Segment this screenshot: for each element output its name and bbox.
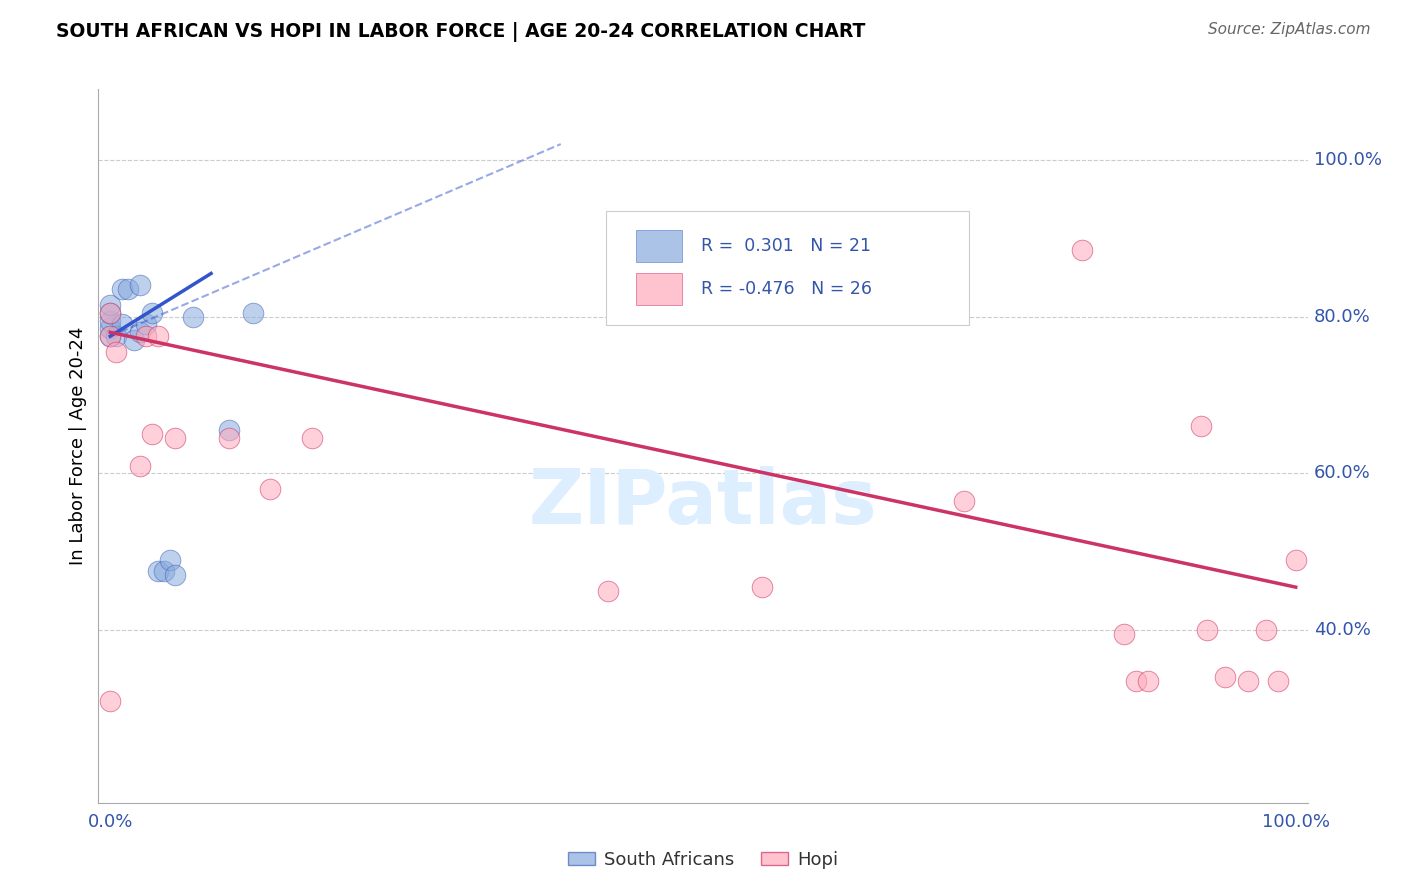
- FancyBboxPatch shape: [637, 273, 682, 305]
- Point: [111, 318, 134, 332]
- Point: [117, 282, 139, 296]
- Point: [98, 329, 121, 343]
- Point: [218, 431, 240, 445]
- Point: [141, 306, 163, 320]
- Legend: South Africans, Hopi: South Africans, Hopi: [561, 844, 845, 876]
- FancyBboxPatch shape: [637, 230, 682, 262]
- Point: [105, 345, 128, 359]
- Text: SOUTH AFRICAN VS HOPI IN LABOR FORCE | AGE 20-24 CORRELATION CHART: SOUTH AFRICAN VS HOPI IN LABOR FORCE | A…: [56, 22, 866, 42]
- Point: [1285, 552, 1308, 566]
- Point: [129, 458, 152, 473]
- Point: [1213, 670, 1236, 684]
- Point: [135, 329, 157, 343]
- Point: [105, 329, 128, 343]
- Point: [301, 431, 323, 445]
- Point: [98, 329, 121, 343]
- Point: [98, 298, 121, 312]
- Point: [259, 482, 281, 496]
- Point: [1195, 624, 1218, 638]
- Point: [1254, 624, 1277, 638]
- Point: [1071, 243, 1094, 257]
- Point: [98, 306, 121, 320]
- Point: [1125, 674, 1147, 689]
- Text: 60.0%: 60.0%: [1313, 465, 1371, 483]
- Point: [146, 565, 169, 579]
- Point: [98, 313, 121, 327]
- Point: [1237, 674, 1260, 689]
- Point: [598, 584, 620, 599]
- Point: [159, 552, 181, 566]
- Point: [1267, 674, 1289, 689]
- Text: 100.0%: 100.0%: [1313, 151, 1382, 169]
- Point: [98, 694, 121, 708]
- Point: [129, 326, 152, 340]
- Point: [135, 318, 157, 332]
- Point: [242, 306, 264, 320]
- Text: R =  0.301   N = 21: R = 0.301 N = 21: [700, 237, 870, 255]
- Y-axis label: In Labor Force | Age 20-24: In Labor Force | Age 20-24: [69, 326, 87, 566]
- Point: [952, 494, 974, 508]
- Text: Source: ZipAtlas.com: Source: ZipAtlas.com: [1208, 22, 1371, 37]
- Point: [1112, 627, 1135, 641]
- Point: [165, 431, 187, 445]
- Text: R = -0.476   N = 26: R = -0.476 N = 26: [700, 280, 872, 298]
- Point: [152, 565, 174, 579]
- Point: [181, 310, 204, 324]
- FancyBboxPatch shape: [606, 211, 969, 325]
- Point: [146, 329, 169, 343]
- Point: [1189, 419, 1212, 434]
- Point: [165, 568, 187, 582]
- Point: [751, 580, 773, 594]
- Text: 80.0%: 80.0%: [1313, 308, 1371, 326]
- Point: [1136, 674, 1159, 689]
- Point: [98, 306, 121, 320]
- Point: [129, 278, 152, 293]
- Text: 40.0%: 40.0%: [1313, 622, 1371, 640]
- Text: ZIPatlas: ZIPatlas: [529, 467, 877, 540]
- Point: [218, 423, 240, 437]
- Point: [111, 282, 134, 296]
- Point: [141, 427, 163, 442]
- Point: [122, 333, 145, 347]
- Point: [98, 321, 121, 335]
